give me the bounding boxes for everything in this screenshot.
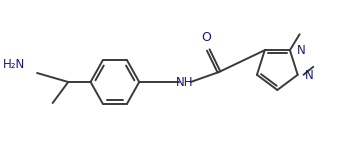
Text: NH: NH <box>176 75 194 88</box>
Text: N: N <box>305 69 313 82</box>
Text: O: O <box>201 31 211 44</box>
Text: H₂N: H₂N <box>3 59 26 72</box>
Text: N: N <box>297 44 306 57</box>
